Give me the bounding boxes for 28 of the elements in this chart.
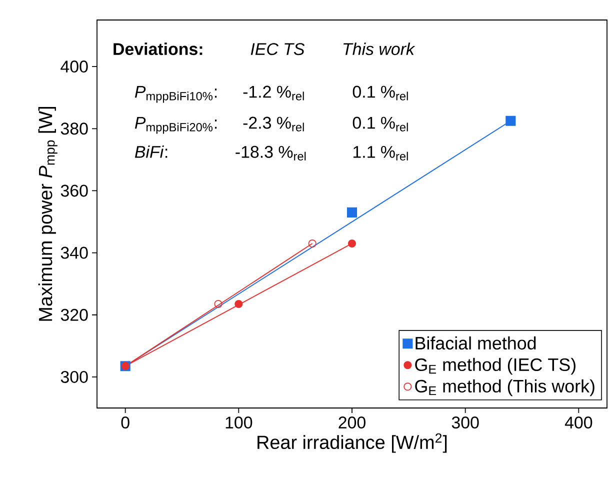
y-tick-label: 340 [60, 246, 88, 259]
y-tick-label: 360 [60, 184, 88, 197]
annotation: 0.1 %$_{rel}$ [352, 86, 408, 100]
x-tick-label: 200 [338, 416, 366, 429]
y-tick-label: 300 [60, 370, 88, 383]
annotation: $\textit{P}_{\text{mppBiFi20\%}}\text{:}$ [134, 116, 217, 134]
y-tick-label: 380 [60, 122, 88, 135]
annotation: 1.1 %$_{rel}$ [353, 146, 408, 161]
x-tick-label: 0 [121, 416, 130, 429]
annotation: BiFi: [134, 145, 168, 158]
annotation: 0.1 %$_{rel}$ [352, 116, 408, 132]
annotation: -18.3 %$_{rel}$ [236, 146, 306, 161]
y-tick-label: 320 [60, 308, 88, 321]
x-axis-title: Rear irradiance [W/m$^{2}$] [258, 433, 447, 453]
legend-label: Bifacial method [416, 336, 536, 350]
x-tick-label: 300 [452, 416, 479, 429]
x-tick-label: 400 [564, 416, 592, 429]
annotation: Deviations: [114, 42, 202, 56]
y-axis-title: Maximum power P$_{mpp}$ [W] [38, 107, 58, 321]
annotation: -2.3 %$_{rel}$ [243, 116, 304, 132]
annotation: IEC TS [250, 43, 305, 56]
annotation: -1.2 %$_{rel}$ [243, 86, 304, 100]
annotation: $\textit{P}_{\text{mppBiFi10\%}}\text{:}$ [134, 86, 217, 103]
x-tick-label: 100 [226, 416, 252, 429]
legend-label: G$_{E}$ method (IEC TS) [415, 358, 576, 375]
legend-label: G$_{E}$ method (This work) [415, 379, 594, 396]
annotation: This work [344, 42, 416, 56]
y-tick-label: 400 [60, 60, 88, 73]
